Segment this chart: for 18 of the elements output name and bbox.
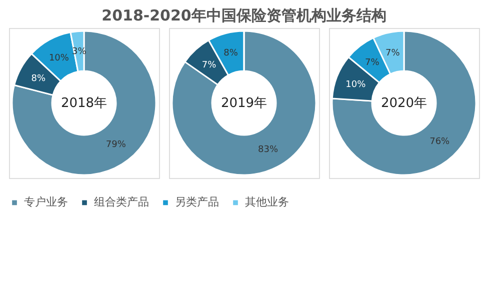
slice-label: 2019年 [220, 96, 268, 111]
data-label: 7% [386, 48, 400, 58]
data-label: 7% [202, 60, 217, 71]
legend-label: 组合类产品 [94, 196, 149, 209]
data-label: 76% [430, 136, 450, 147]
data-label: 83% [258, 145, 278, 156]
data-label: 10% [48, 53, 70, 64]
slice-label: 2020年 [380, 96, 428, 111]
data-label: 79% [106, 140, 126, 150]
data-label: 10% [346, 80, 366, 90]
legend-label: 另类产品 [175, 196, 219, 209]
legend-label: 专户业务 [24, 196, 68, 209]
data-label: 8% [224, 48, 238, 59]
data-label: 8% [31, 74, 46, 84]
chart-title: 2018-2020年中国保险资管机构业务结构 [102, 6, 386, 24]
legend-label: 其他业务 [245, 196, 289, 209]
slice-label: 2018年 [60, 96, 108, 111]
data-label: 7% [364, 58, 380, 68]
